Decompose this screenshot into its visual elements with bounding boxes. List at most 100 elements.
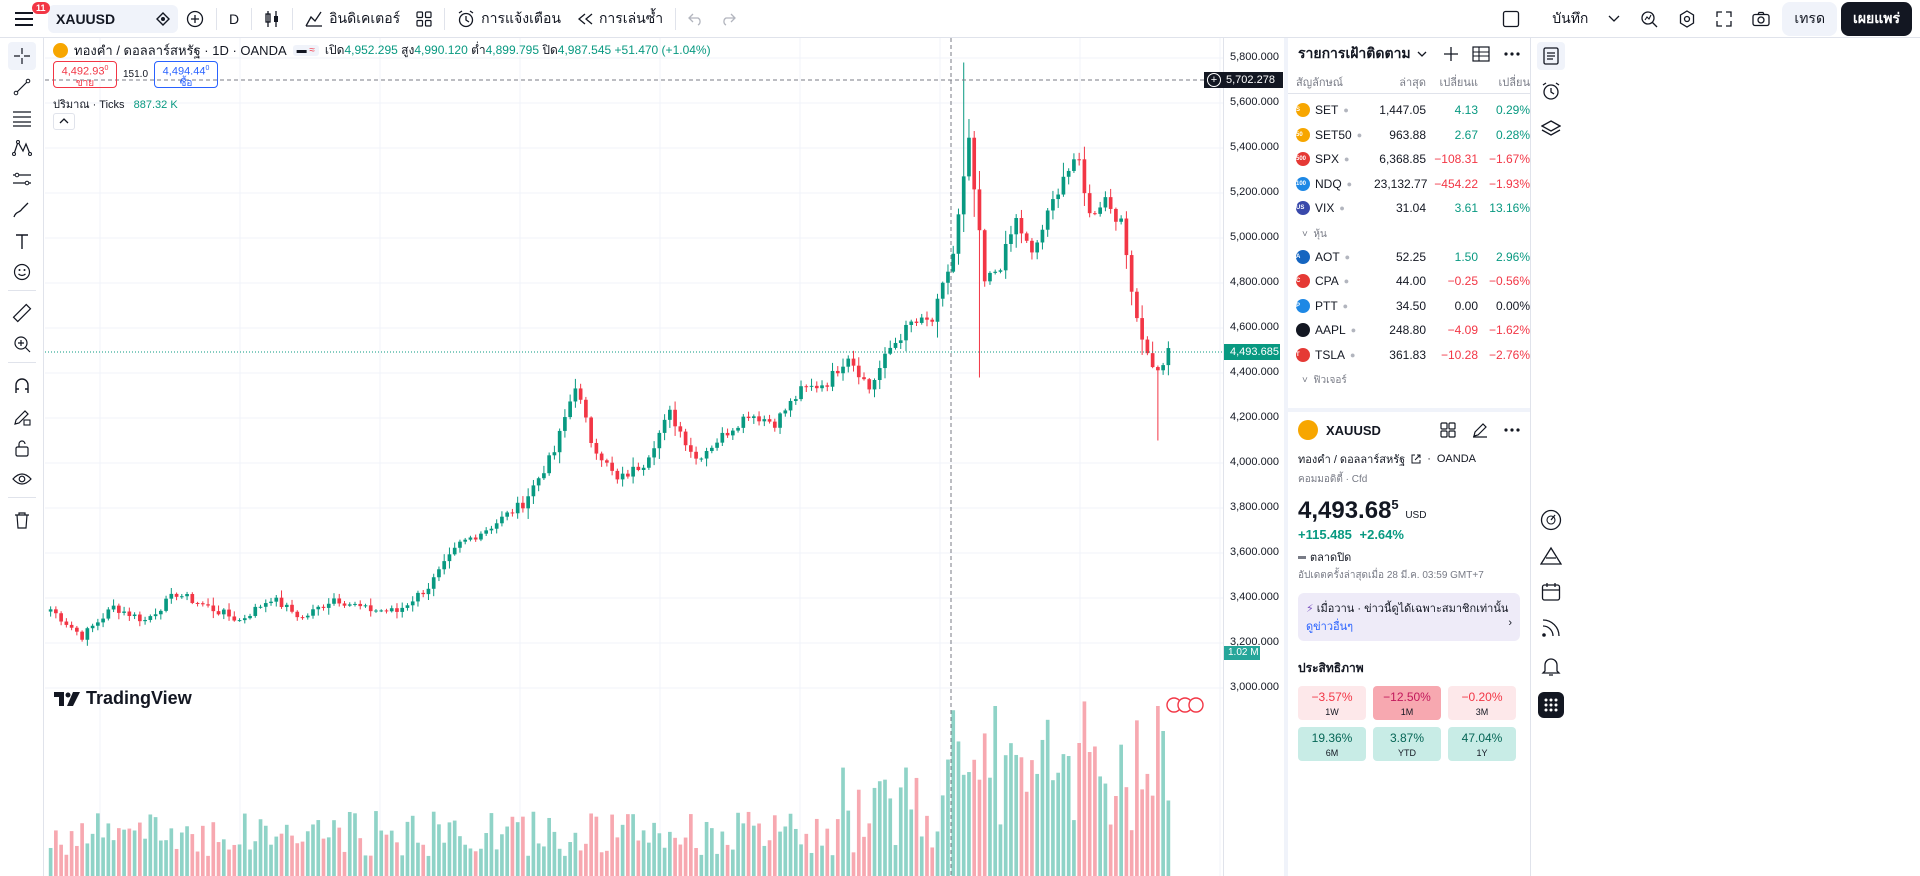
external-link-icon[interactable] [1411,454,1421,464]
crosshair-tool[interactable] [8,42,36,70]
remove-drawings-tool[interactable] [8,506,36,534]
collapse-legend-button[interactable] [53,113,75,130]
interval-button[interactable]: D [221,4,247,34]
settings-button[interactable] [1670,4,1704,34]
indicators-button[interactable]: อินดิเคเตอร์ [297,4,408,34]
price-chart[interactable] [45,38,1223,876]
col-change[interactable]: เปลี่ยนแ [1439,76,1478,89]
replay-button[interactable]: การเล่นซ้ำ [569,4,671,34]
alerts-panel-toggle[interactable] [1539,79,1563,103]
news-banner[interactable]: ⚡ เมื่อวาน · ข่าวนี้ดูได้เฉพาะสมาชิกเท่า… [1298,593,1520,641]
lock-drawings-tool[interactable] [8,434,36,462]
object-tree-toggle[interactable] [1539,117,1563,141]
screenshot-button[interactable] [1744,4,1778,34]
rss-icon [1542,619,1560,637]
grid-icon[interactable] [1440,422,1456,438]
trade-button[interactable]: เทรด [1782,2,1838,36]
col-last[interactable]: ล่าสุด [1399,76,1426,89]
watchlist-selector[interactable]: รายการเฝ้าติดตาม [1298,43,1427,65]
watchlist-row[interactable]: A AOT ● 52.25 1.50 2.96% [1288,245,1530,270]
products-menu[interactable] [1538,692,1564,718]
group-futures[interactable]: ˅ ฟิวเจอร์ [1302,375,1347,386]
col-change-pct[interactable]: เปลี่ยน [1498,76,1530,89]
add-symbol-button[interactable] [178,4,212,34]
legend-visibility-toggle[interactable]: ▬ ≈ [292,45,319,56]
hotlists-toggle[interactable] [1539,508,1563,532]
measure-tool[interactable] [8,299,36,327]
edit-icon[interactable] [1472,422,1488,438]
pattern-tool[interactable] [8,134,36,162]
watchlist-toggle[interactable] [1537,42,1565,70]
main-menu-button[interactable]: 11 [0,0,50,38]
watchlist-row[interactable]: 50 SET50 ● 963.88 2.67 0.28% [1288,123,1530,148]
group-stocks[interactable]: ˅ หุ้น [1302,228,1327,240]
candle-body [416,592,420,602]
watchlist-row[interactable]: US VIX ● 31.04 3.61 13.16% [1288,196,1530,221]
volume-label[interactable]: ปริมาณ · Ticks [53,99,125,111]
event-flags[interactable] [1165,696,1207,714]
fib-tool[interactable] [8,104,36,132]
details-price: 4,493.68 [1298,497,1392,524]
open-label: เปิด [324,43,345,57]
candle-body [867,379,872,390]
magnet-tool[interactable] [8,372,36,400]
volume-bar [1098,776,1102,876]
volume-bar [137,822,142,876]
stay-in-drawing-tool[interactable] [8,403,36,431]
symbol-search[interactable]: XAUUSD [48,4,178,33]
publish-button[interactable]: เผยแพร่ [1841,2,1912,36]
more-icon[interactable] [1504,52,1520,56]
quick-search-button[interactable] [1632,4,1666,34]
price-scale[interactable]: 5,800.000 5,600.000 5,400.000 5,200.000 5,00… [1204,38,1283,876]
notifications-toggle[interactable] [1539,654,1563,678]
details-name[interactable]: ทองคำ / ดอลลาร์สหรัฐ [1298,454,1406,466]
sell-button[interactable]: 4,492.930 ขาย [53,61,117,89]
watchlist-row[interactable]: P PTT ● 34.50 0.00 0.00% [1288,294,1530,319]
emoji-tool[interactable] [8,258,36,286]
add-alert-icon[interactable]: + [1207,73,1221,87]
price-label: 5,400.000 [1230,141,1279,153]
watchlist-row[interactable]: 100 NDQ ● 23,132.77 −454.22 −1.93% [1288,172,1530,197]
col-symbol[interactable]: สัญลักษณ์ [1296,76,1343,89]
alerts-button[interactable]: การแจ้งเตือน [449,4,569,34]
watchlist-row[interactable]: AAPL ● 248.80 −4.09 −1.62% [1288,318,1530,343]
fullscreen-button[interactable] [1708,4,1740,34]
watchlist-row[interactable]: T TSLA ● 361.83 −10.28 −2.76% [1288,343,1530,368]
table-view-icon[interactable] [1472,46,1490,62]
legend-title[interactable]: ทองคำ / ดอลลาร์สหรัฐ · 1D · OANDA [74,43,287,58]
plus-icon[interactable] [1444,47,1458,61]
save-button[interactable]: บันทึก [1544,4,1628,34]
group-futures-label: ฟิวเจอร์ [1313,375,1347,386]
hide-drawings-tool[interactable] [8,465,36,493]
calendar-toggle[interactable] [1539,580,1563,604]
undo-button[interactable] [680,4,712,34]
watchlist-row[interactable]: S SET ● 1,447.05 4.13 0.29% [1288,98,1530,123]
pencil-lock-icon [14,410,31,426]
candle-body [778,413,782,428]
text-tool[interactable] [8,227,36,255]
buy-button[interactable]: 4,494.440 ซื้อ [154,61,219,89]
layout-button[interactable] [1494,4,1528,34]
forecast-tool[interactable] [8,165,36,193]
news-link[interactable]: ดูข่าวอื่นๆ [1306,621,1354,633]
brush-tool[interactable] [8,196,36,224]
watchlist-symbol: 50 SET50 ● [1296,127,1374,142]
tradingview-logo[interactable]: TradingView [54,688,192,709]
symbol-logo-icon: P [1296,298,1310,313]
zoom-tool[interactable] [8,330,36,358]
redo-button[interactable] [712,4,744,34]
watchlist-row[interactable]: C CPA ● 44.00 −0.25 −0.56% [1288,269,1530,294]
compare-icon[interactable] [156,11,170,26]
templates-button[interactable] [408,4,440,34]
watchlist-row[interactable]: 500 SPX ● 6,368.85 −108.31 −1.67% [1288,147,1530,172]
divider [8,362,36,363]
candle-body [479,533,483,540]
details-symbol[interactable]: XAUUSD [1326,422,1381,438]
news-feed-toggle[interactable] [1539,616,1563,640]
more-icon[interactable] [1504,428,1520,432]
chart-canvas[interactable] [45,38,1223,876]
candle-body [584,399,588,418]
trend-line-tool[interactable] [8,73,36,101]
chart-type-button[interactable] [256,4,288,34]
ideas-toggle[interactable] [1539,544,1563,568]
